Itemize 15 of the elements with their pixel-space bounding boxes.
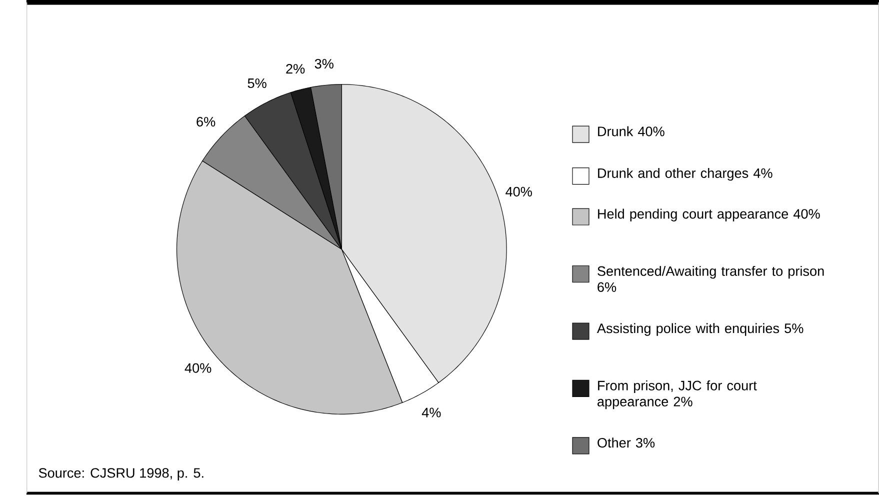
source-note: Source: CJSRU 1998, p. 5. [38,468,204,481]
data-label: 2% [286,64,305,74]
legend-label: Other 3% [598,438,655,448]
data-label: 40% [506,187,532,197]
data-label: 3% [314,59,334,69]
legend-label: Assisting police with enquiries 5% [596,323,804,336]
data-label: 5% [248,78,266,88]
legend-label: From prison, JJC for court appearance 2% [598,380,757,410]
legend-label: Drunk and other charges 4% [598,168,772,181]
data-label: 40% [184,363,212,374]
data-label: 4% [422,408,441,418]
data-label: 6% [196,117,216,127]
legend-label: Drunk 40% [598,126,664,136]
legend-label: Held pending court appearance 40% [598,208,820,222]
legend-label: Sentenced/Awaiting transfer to prison 6% [598,266,824,292]
